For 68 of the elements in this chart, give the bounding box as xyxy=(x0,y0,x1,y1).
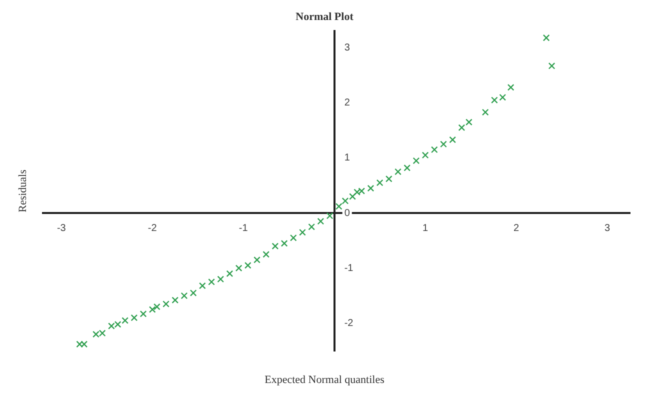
point xyxy=(385,175,392,182)
point xyxy=(367,184,374,192)
point xyxy=(290,234,297,242)
point xyxy=(148,306,156,313)
point xyxy=(342,197,349,204)
point xyxy=(217,276,224,283)
point xyxy=(262,250,270,258)
point xyxy=(404,164,411,172)
point xyxy=(491,96,498,104)
x-tick-label: -1 xyxy=(238,222,248,234)
point xyxy=(449,136,456,144)
point xyxy=(422,152,429,159)
point xyxy=(226,270,234,278)
point xyxy=(349,193,356,200)
chart-title: Normal Plot xyxy=(294,10,354,25)
point xyxy=(458,124,466,132)
point xyxy=(507,84,514,91)
point xyxy=(280,240,288,247)
point xyxy=(376,179,384,186)
y-tick-label: -2 xyxy=(344,318,354,329)
point xyxy=(98,330,106,337)
point xyxy=(140,310,147,318)
point xyxy=(114,320,122,328)
y-tick-label: 1 xyxy=(344,152,350,164)
y-tick-label: 2 xyxy=(344,98,350,109)
point xyxy=(130,314,138,322)
point xyxy=(354,188,360,196)
point xyxy=(198,282,206,290)
point xyxy=(412,157,420,164)
point xyxy=(162,300,170,308)
point xyxy=(272,242,279,250)
point xyxy=(466,118,472,126)
point xyxy=(235,264,242,272)
x-tick-label: -2 xyxy=(148,222,158,234)
y-tick-label: -1 xyxy=(344,262,354,274)
y-tick-label: 3 xyxy=(344,42,350,54)
point xyxy=(308,223,316,230)
y-tick-label: 0 xyxy=(344,208,350,219)
point xyxy=(180,292,188,300)
point xyxy=(440,140,447,148)
point xyxy=(80,340,88,348)
point xyxy=(430,146,438,154)
point xyxy=(153,303,160,310)
point xyxy=(548,62,556,70)
point xyxy=(108,322,115,330)
point xyxy=(299,228,306,236)
point xyxy=(317,218,324,225)
point xyxy=(499,94,506,101)
point xyxy=(335,203,342,210)
y-axis-title: Residuals xyxy=(17,170,29,212)
x-tick-label: 2 xyxy=(514,222,520,234)
point xyxy=(92,330,100,338)
x-tick-label: -3 xyxy=(56,222,66,234)
point xyxy=(326,212,334,220)
point xyxy=(172,296,179,304)
point xyxy=(482,108,489,116)
x-axis-title: Expected Normal quantiles xyxy=(264,374,386,386)
x-tick-label: 1 xyxy=(422,222,429,234)
point xyxy=(542,34,550,42)
point xyxy=(122,317,129,324)
x-tick-label: 3 xyxy=(604,222,610,234)
point xyxy=(254,256,260,264)
point xyxy=(190,290,197,296)
point xyxy=(244,262,252,269)
point xyxy=(208,278,215,286)
point xyxy=(76,340,84,348)
point xyxy=(394,168,402,176)
point xyxy=(358,188,366,194)
